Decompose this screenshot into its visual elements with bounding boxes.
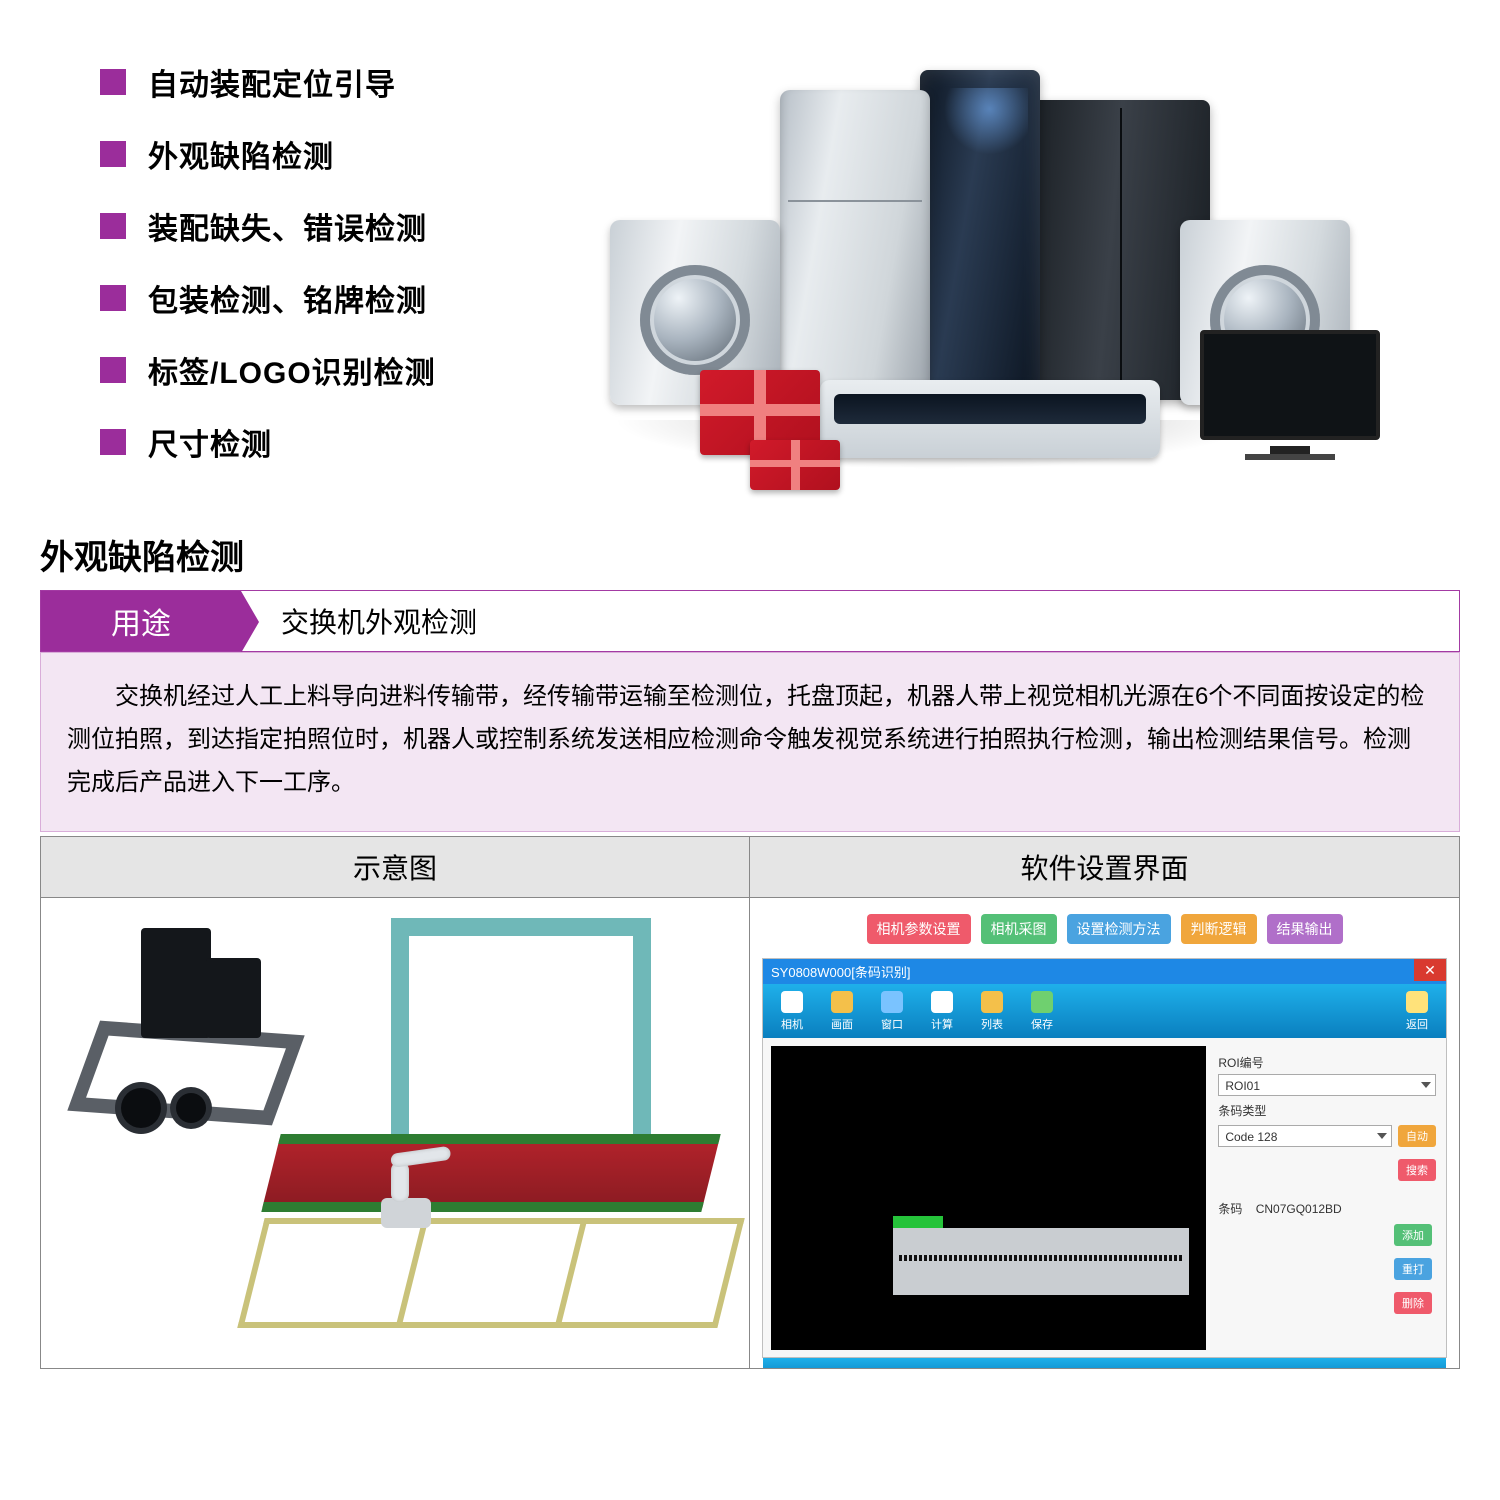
barcode-result-value: CN07GQ012BD <box>1256 1202 1342 1216</box>
ui-tab[interactable]: 相机参数设置 <box>867 914 971 944</box>
gantry-frame-icon <box>391 918 651 1138</box>
ui-tab-row: 相机参数设置 相机采图 设置检测方法 判断逻辑 结果输出 <box>762 914 1447 944</box>
side-action-buttons: 添加 重打 删除 <box>1394 1221 1432 1317</box>
ui-toolbar: 相机 画面 窗口 计算 列表 保存 返回 <box>763 984 1446 1038</box>
back-icon <box>1406 991 1428 1013</box>
description-box: 交换机经过人工上料导向进料传输带，经传输带运输至检测位，托盘顶起，机器人带上视觉… <box>40 652 1460 832</box>
robot-arm-icon <box>351 1128 471 1228</box>
bullet-square-icon <box>100 141 126 167</box>
toolbar-button[interactable]: 计算 <box>931 991 953 1032</box>
bullet-square-icon <box>100 69 126 95</box>
monitor-base <box>1245 454 1335 460</box>
bullet-square-icon <box>100 285 126 311</box>
conveyor-belt-icon <box>262 1138 719 1208</box>
barcode-type-select[interactable]: Code 128 <box>1218 1125 1392 1147</box>
air-conditioner-icon <box>820 380 1160 458</box>
toolbar-button[interactable]: 返回 <box>1406 991 1428 1032</box>
barcode-label-icon <box>893 1228 1189 1295</box>
purpose-bar: 用途 交换机外观检测 <box>40 590 1460 652</box>
right-column-title: 软件设置界面 <box>750 837 1459 898</box>
bullet-item: 标签/LOGO识别检测 <box>100 348 520 392</box>
window-icon <box>881 991 903 1013</box>
toolbar-button[interactable]: 相机 <box>781 991 803 1032</box>
bullet-item: 尺寸检测 <box>100 420 520 464</box>
roi-select[interactable]: ROI01 <box>1218 1074 1436 1096</box>
search-button[interactable]: 搜索 <box>1398 1159 1436 1181</box>
purpose-label: 用途 <box>41 591 241 651</box>
schematic-panel <box>41 898 750 1368</box>
description-text: 交换机经过人工上料导向进料传输带，经传输带运输至检测位，托盘顶起，机器人带上视觉… <box>67 675 1433 805</box>
bullet-text: 标签/LOGO识别检测 <box>148 348 436 392</box>
ui-tab[interactable]: 设置检测方法 <box>1067 914 1171 944</box>
chevron-down-icon <box>1421 1082 1431 1088</box>
list-icon <box>981 991 1003 1013</box>
camera-preview <box>771 1046 1206 1350</box>
software-ui-panel: 相机参数设置 相机采图 设置检测方法 判断逻辑 结果输出 SY0808W000[… <box>750 898 1459 1368</box>
bullet-text: 自动装配定位引导 <box>148 60 396 104</box>
ui-window: SY0808W000[条码识别] ✕ 相机 画面 窗口 计算 列表 保存 返回 … <box>762 958 1447 1358</box>
fridge-dark-icon <box>920 70 1040 400</box>
conveyor-frame-icon <box>237 1218 744 1328</box>
monitor-icon <box>1200 330 1380 460</box>
add-button[interactable]: 添加 <box>1394 1224 1432 1246</box>
feature-bullet-list: 自动装配定位引导 外观缺陷检测 装配缺失、错误检测 包装检测、铭牌检测 标签/L… <box>100 60 520 492</box>
edit-button[interactable]: 重打 <box>1394 1258 1432 1280</box>
appliances-illustration <box>520 70 1350 490</box>
save-icon <box>1031 991 1053 1013</box>
barcode-type-label: 条码类型 <box>1218 1102 1436 1119</box>
bullet-item: 外观缺陷检测 <box>100 132 520 176</box>
bullet-item: 自动装配定位引导 <box>100 60 520 104</box>
bullet-text: 尺寸检测 <box>148 420 272 464</box>
bullet-square-icon <box>100 213 126 239</box>
toolbar-button[interactable]: 列表 <box>981 991 1003 1032</box>
delete-button[interactable]: 删除 <box>1394 1292 1432 1314</box>
close-icon[interactable]: ✕ <box>1414 959 1446 981</box>
toolbar-button[interactable]: 保存 <box>1031 991 1053 1032</box>
ui-body: ROI编号 ROI01 条码类型 Code 128 自动 搜索 条码 CN07G… <box>763 1038 1446 1358</box>
calc-icon <box>931 991 953 1013</box>
bullet-square-icon <box>100 429 126 455</box>
bullet-text: 外观缺陷检测 <box>148 132 334 176</box>
purpose-value: 交换机外观检测 <box>241 591 1459 651</box>
fridge-silver-icon <box>780 90 930 400</box>
section-heading: 外观缺陷检测 <box>40 530 244 579</box>
bullet-text: 包装检测、铭牌检测 <box>148 276 427 320</box>
washer-drum-icon <box>640 265 750 375</box>
roi-label: ROI编号 <box>1218 1054 1436 1071</box>
bullet-text: 装配缺失、错误检测 <box>148 204 427 248</box>
ui-footer <box>763 1358 1446 1368</box>
chevron-down-icon <box>1377 1133 1387 1139</box>
two-column-panel: 示意图 软件设置界面 相机参数设置 <box>40 836 1460 1369</box>
toolbar-button[interactable]: 画面 <box>831 991 853 1032</box>
camera-icon <box>781 991 803 1013</box>
toolbar-button[interactable]: 窗口 <box>881 991 903 1032</box>
bullet-square-icon <box>100 357 126 383</box>
monitor-screen <box>1200 330 1380 440</box>
auto-button[interactable]: 自动 <box>1398 1125 1436 1147</box>
bullet-item: 包装检测、铭牌检测 <box>100 276 520 320</box>
gift-box-icon <box>750 440 840 490</box>
ui-tab[interactable]: 结果输出 <box>1267 914 1343 944</box>
ui-window-title: SY0808W000[条码识别] <box>763 959 1446 984</box>
ui-tab[interactable]: 相机采图 <box>981 914 1057 944</box>
camera-rig-icon <box>61 918 321 1128</box>
ui-tab[interactable]: 判断逻辑 <box>1181 914 1257 944</box>
bullet-item: 装配缺失、错误检测 <box>100 204 520 248</box>
image-icon <box>831 991 853 1013</box>
ui-side-panel: ROI编号 ROI01 条码类型 Code 128 自动 搜索 条码 CN07G… <box>1214 1038 1446 1358</box>
barcode-result-label: 条码 <box>1218 1202 1242 1216</box>
left-column-title: 示意图 <box>41 837 750 898</box>
